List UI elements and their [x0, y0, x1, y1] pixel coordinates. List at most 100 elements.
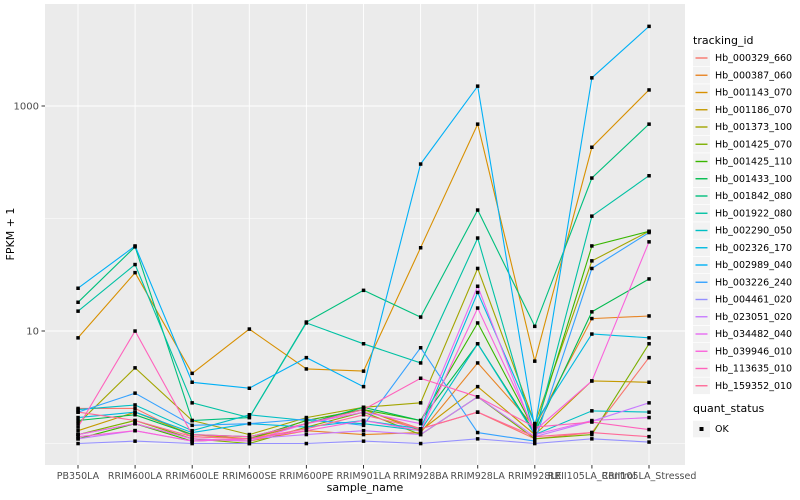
data-point: [647, 277, 651, 281]
data-point: [418, 430, 423, 435]
legend-label: Hb_113635_010: [715, 364, 792, 375]
legend-label: Hb_039946_010: [715, 346, 792, 357]
data-point: [361, 288, 366, 293]
data-point: [247, 437, 252, 441]
data-point: [361, 407, 366, 412]
data-point: [418, 428, 423, 433]
data-point: [190, 434, 194, 439]
data-point: [76, 410, 80, 414]
data-point: [190, 418, 194, 423]
legend-label: Hb_000387_060: [715, 70, 792, 81]
data-point: [590, 145, 594, 149]
data-point: [475, 306, 480, 310]
data-point: [76, 441, 80, 446]
data-point: [133, 262, 137, 267]
data-point: [590, 76, 594, 80]
data-point: [647, 240, 651, 244]
x-axis-title: sample_name: [327, 481, 404, 494]
y-axis-title: FPKM + 1: [4, 208, 17, 261]
data-point: [475, 384, 480, 389]
data-point: [533, 421, 537, 426]
data-point: [475, 321, 480, 325]
data-point: [361, 418, 366, 423]
legend-label: Hb_004461_020: [715, 295, 792, 306]
legend-label: Hb_034482_040: [715, 329, 792, 340]
data-point: [133, 270, 137, 275]
data-point: [247, 434, 252, 439]
data-point: [475, 290, 480, 295]
data-point: [647, 174, 651, 178]
data-point: [475, 430, 480, 435]
data-point: [475, 122, 480, 126]
data-point: [133, 329, 137, 333]
data-point: [647, 355, 651, 360]
data-point: [304, 421, 309, 426]
data-point: [190, 423, 194, 428]
data-point: [247, 413, 252, 417]
data-point: [76, 415, 80, 420]
x-tick-label: RRII105LA_Stressed: [602, 471, 697, 482]
data-point: [361, 432, 366, 437]
legend-label: Hb_000329_660: [715, 53, 792, 64]
data-point: [533, 428, 537, 433]
legend-label: Hb_002326_170: [715, 243, 792, 254]
data-point: [76, 421, 80, 426]
data-point: [133, 413, 137, 417]
data-point: [590, 432, 594, 437]
data-point: [590, 379, 594, 383]
data-point: [418, 376, 423, 380]
data-point: [133, 403, 137, 407]
legend-label: Hb_003226_240: [715, 277, 792, 288]
data-point: [590, 409, 594, 413]
data-point: [418, 246, 423, 250]
data-point: [590, 332, 594, 336]
data-point: [647, 314, 651, 318]
data-point: [418, 401, 423, 405]
legend-label: Hb_001842_080: [715, 191, 792, 202]
y-tick-label: 10: [26, 327, 39, 338]
data-point: [133, 421, 137, 426]
data-point: [475, 236, 480, 240]
legend-label: Hb_023051_020: [715, 312, 792, 323]
data-point: [475, 410, 480, 414]
data-point: [304, 427, 309, 431]
legend-label: Hb_001143_070: [715, 88, 792, 99]
data-point: [533, 441, 537, 446]
data-point: [475, 284, 480, 288]
x-tick-label: RRIM600LE: [165, 471, 219, 482]
data-point: [304, 367, 309, 371]
data-point: [418, 441, 423, 446]
data-point: [590, 259, 594, 263]
data-point: [647, 401, 651, 405]
data-point: [533, 427, 537, 431]
data-point: [133, 418, 137, 423]
data-point: [647, 415, 651, 420]
data-point: [76, 432, 80, 437]
legend-title-quant-status: quant_status: [693, 402, 765, 415]
data-point: [533, 439, 537, 443]
data-point: [418, 427, 423, 431]
data-point: [475, 208, 480, 212]
data-point: [133, 244, 137, 248]
data-point: [190, 439, 194, 443]
legend-label: Hb_001186_070: [715, 105, 792, 116]
data-point: [590, 430, 594, 435]
data-point: [247, 441, 252, 446]
legend-label: Hb_159352_010: [715, 381, 792, 392]
data-point: [133, 428, 137, 433]
y-tick-label: 1000: [14, 102, 39, 113]
data-point: [76, 309, 80, 313]
data-point: [590, 244, 594, 248]
data-point: [361, 413, 366, 417]
data-point: [190, 371, 194, 376]
legend-label: Hb_002290_050: [715, 226, 792, 237]
data-point: [590, 176, 594, 180]
data-point: [190, 428, 194, 433]
data-point: [647, 440, 651, 444]
x-tick-label: RRIM928BA: [393, 471, 449, 482]
data-point: [647, 88, 651, 92]
data-point: [133, 391, 137, 395]
legend-label-quant-status: OK: [715, 424, 729, 435]
data-point: [418, 421, 423, 426]
